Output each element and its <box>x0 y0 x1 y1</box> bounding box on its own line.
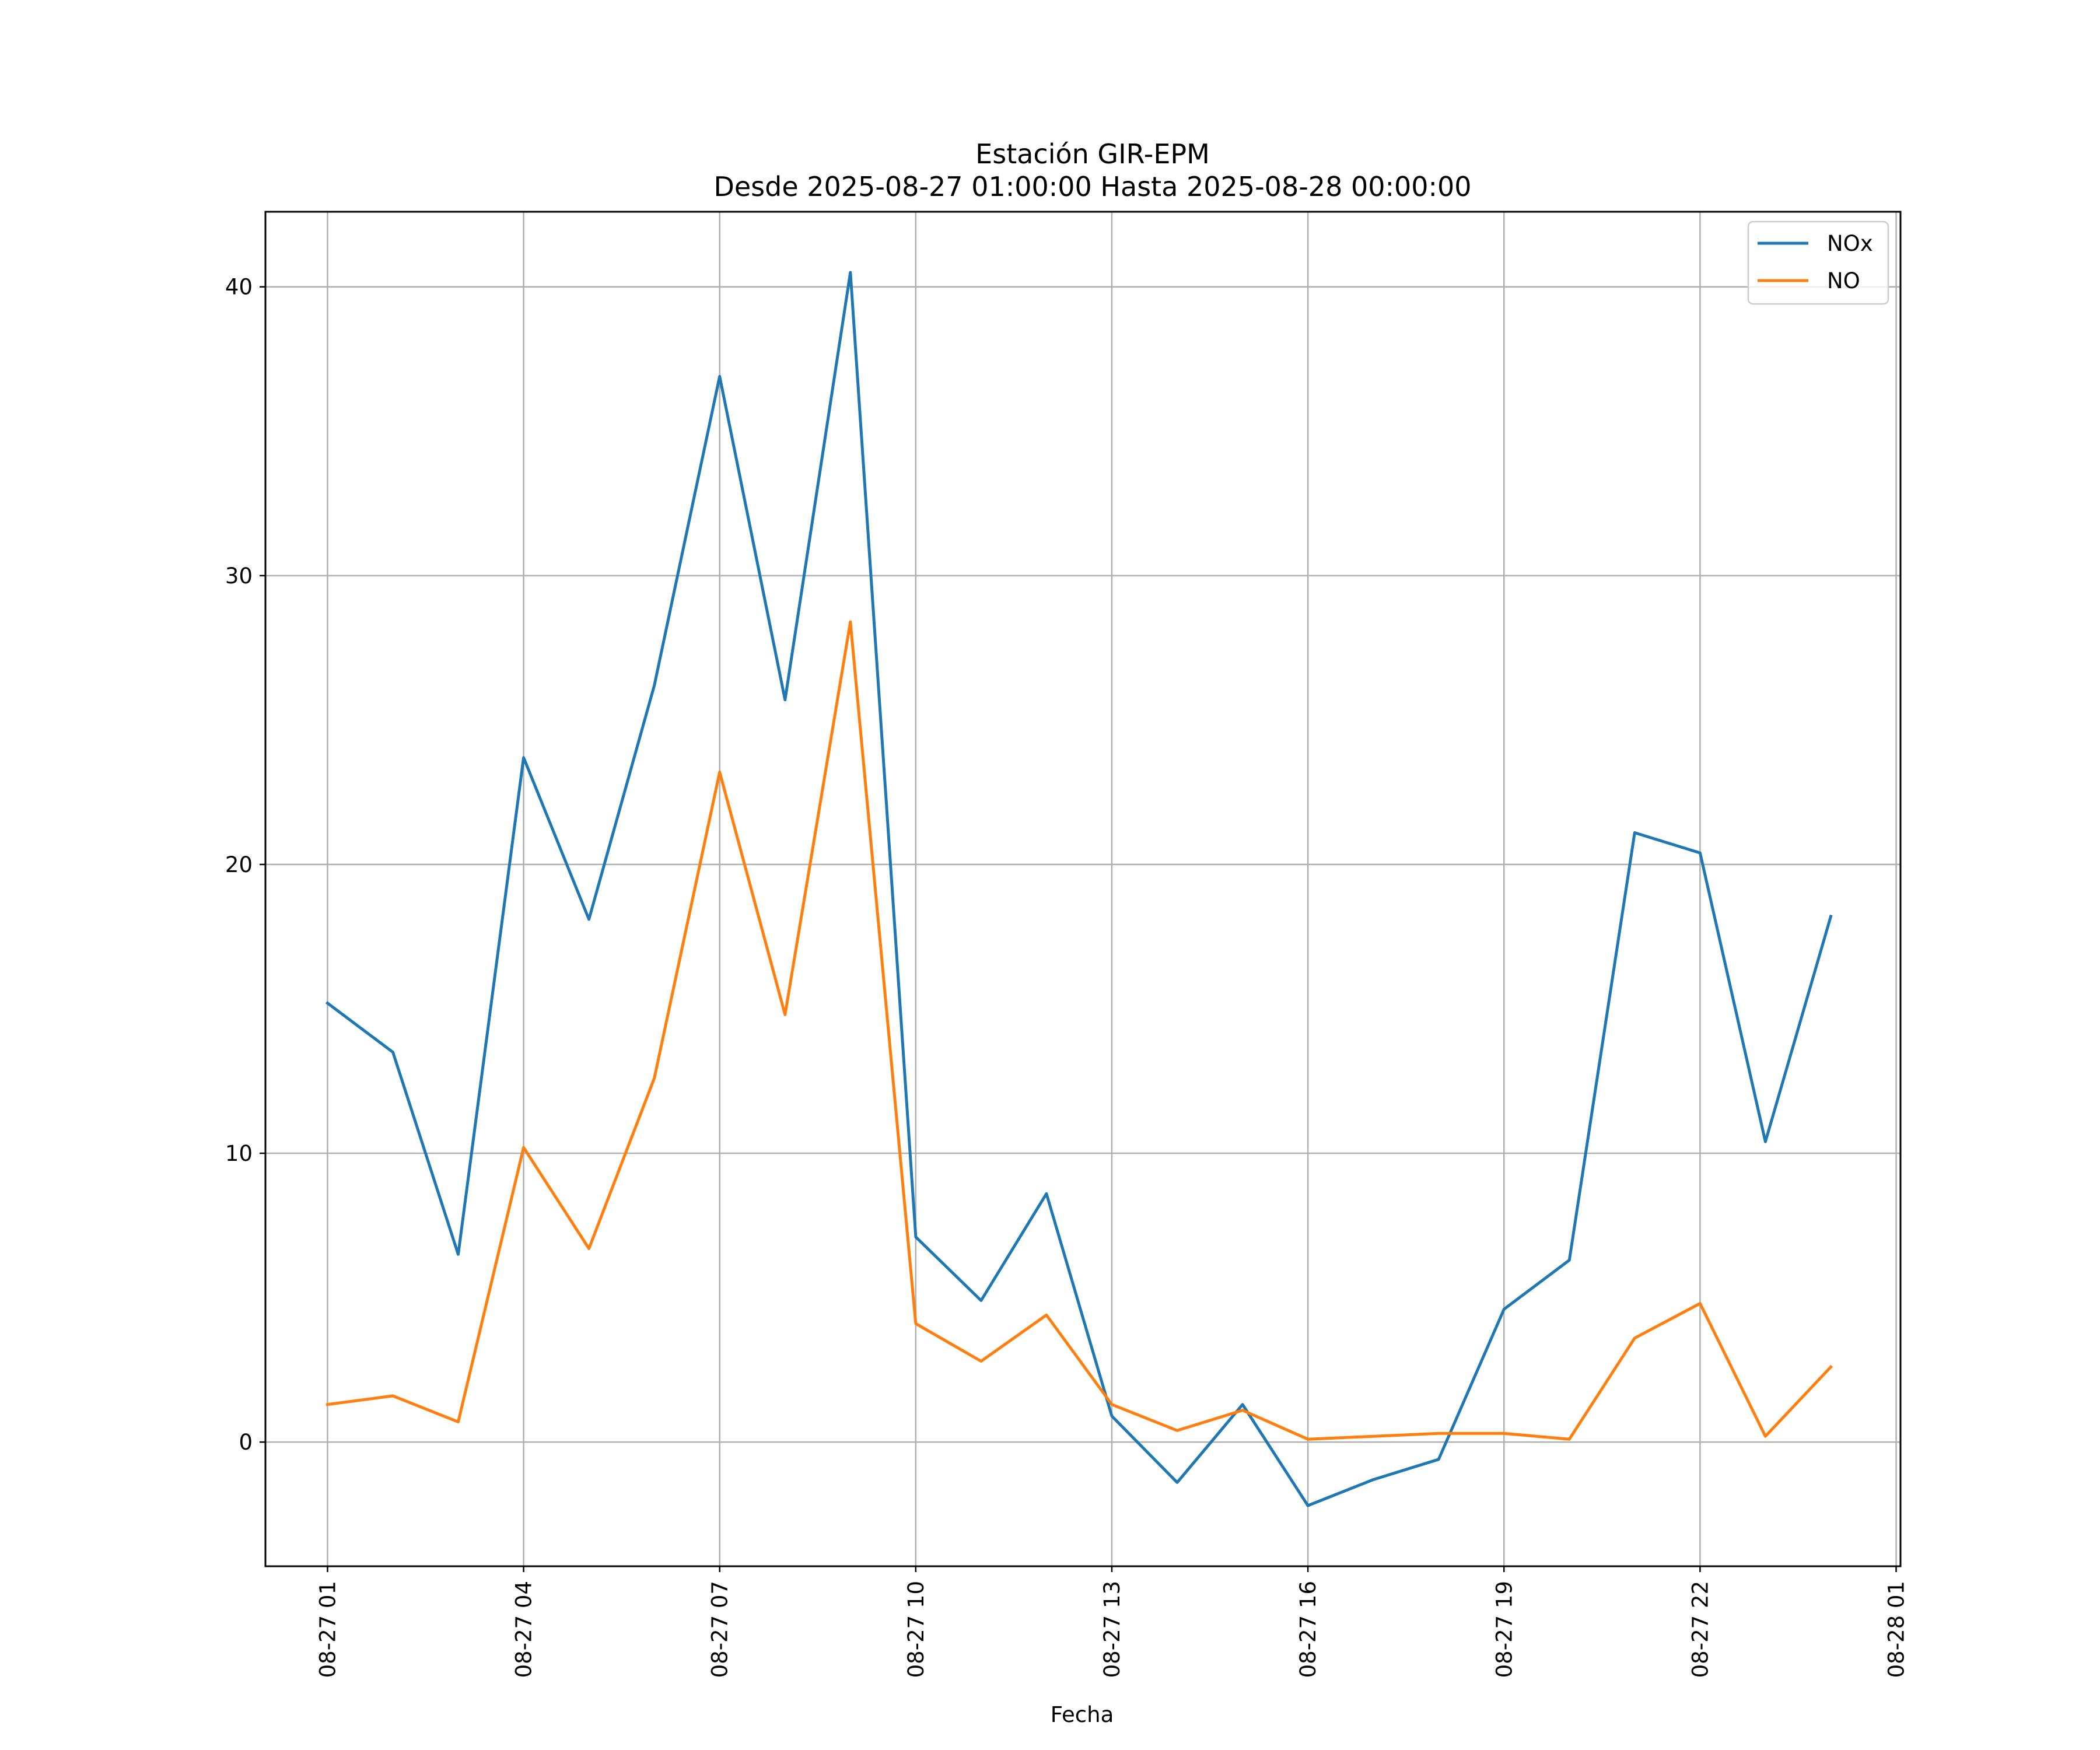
y-tick-label: 10 <box>225 1141 253 1166</box>
legend-label-no: NO <box>1827 268 1860 293</box>
grid <box>265 212 1901 1566</box>
y-tick-label: 20 <box>225 852 253 877</box>
legend-label-nox: NOx <box>1827 231 1873 256</box>
x-tick-label: 08-27 07 <box>708 1581 733 1678</box>
x-tick-label: 08-27 22 <box>1688 1581 1713 1678</box>
x-tick-label: 08-27 13 <box>1100 1581 1125 1678</box>
x-tick-label: 08-27 04 <box>512 1581 537 1678</box>
y-tick-label: 30 <box>225 564 253 589</box>
y-tick-label: 40 <box>225 275 253 300</box>
chart-subtitle: Desde 2025-08-27 01:00:00 Hasta 2025-08-… <box>713 171 1471 202</box>
plot-area-frame <box>264 211 1902 1567</box>
x-tick-label: 08-28 01 <box>1884 1581 1909 1678</box>
x-tick-label: 08-27 10 <box>904 1581 929 1678</box>
y-tick-label: 0 <box>239 1430 253 1455</box>
x-tick-label: 08-27 16 <box>1296 1581 1321 1678</box>
x-axis-label: Fecha <box>1051 1702 1114 1727</box>
series-line-nox <box>325 271 1833 1507</box>
x-tick-label: 08-27 01 <box>315 1581 340 1678</box>
series-lines <box>325 271 1833 1507</box>
x-tick-label: 08-27 19 <box>1492 1581 1517 1678</box>
y-axis: 0 10 20 30 40 <box>225 275 265 1455</box>
legend: NOx NO <box>1747 220 1889 305</box>
series-line-no <box>326 620 1833 1441</box>
x-axis: 08-27 01 08-27 04 08-27 07 08-27 10 08-27 13… <box>315 1566 1909 1678</box>
chart-title: Estación GIR-EPM <box>975 138 1210 170</box>
